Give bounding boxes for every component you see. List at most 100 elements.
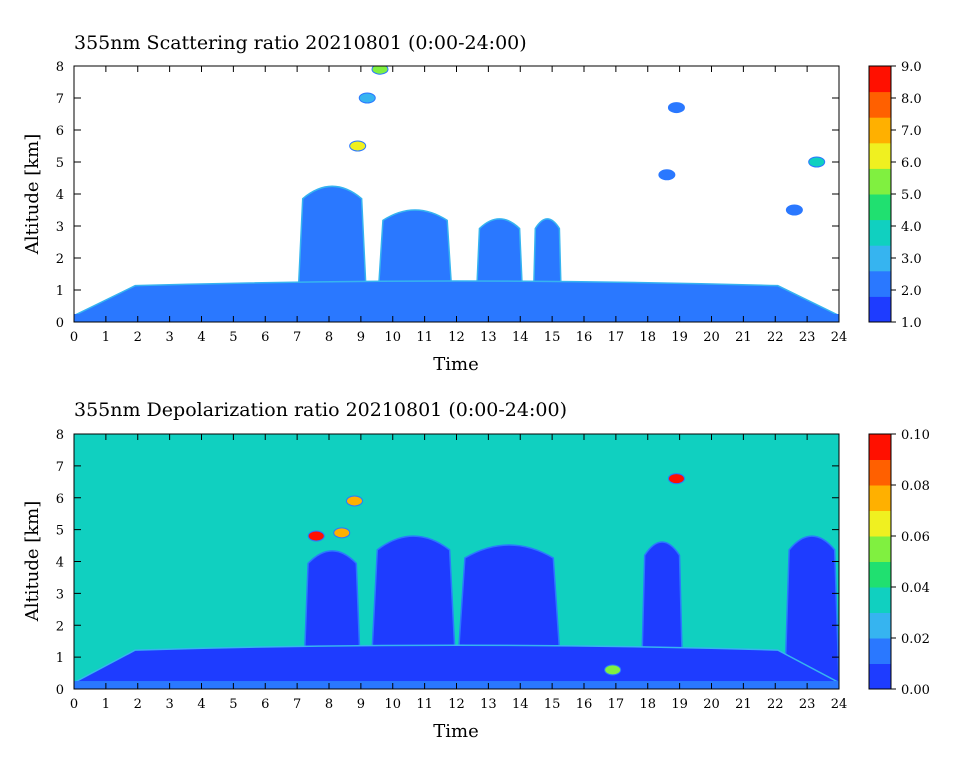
y-tick-label: 5 — [56, 524, 64, 539]
aerosol-feature — [808, 156, 826, 168]
cloud-layer — [74, 280, 839, 317]
colorbar-tick-label: 5.0 — [901, 188, 922, 203]
colorbar-segment — [869, 561, 891, 588]
colorbar-segment — [869, 485, 891, 511]
x-tick-label: 2 — [134, 697, 142, 712]
colorbar-segment — [869, 510, 891, 537]
colorbar-segment — [869, 612, 891, 639]
y-tick-label: 1 — [56, 651, 64, 666]
x-tick-label: 17 — [608, 697, 625, 712]
x-tick-label: 16 — [576, 697, 593, 712]
x-tick-label: 23 — [799, 697, 816, 712]
y-tick-label: 2 — [56, 619, 64, 634]
colorbar-tick-label: 9.0 — [901, 60, 922, 75]
y-tick-label: 7 — [56, 460, 64, 475]
y-tick-label: 1 — [56, 284, 64, 299]
y-tick-label: 6 — [56, 124, 64, 139]
colorbar-segment — [869, 587, 891, 613]
colorbar-tick-label: 2.0 — [901, 284, 922, 299]
colorbar-tick-label: 1.0 — [901, 316, 922, 331]
x-tick-label: 9 — [357, 697, 365, 712]
aerosol-feature — [307, 530, 325, 542]
colorbar-tick-label: 0.00 — [901, 683, 930, 698]
aerosol-feature — [604, 664, 622, 676]
aerosol-feature — [358, 92, 376, 104]
x-tick-label: 20 — [703, 330, 720, 345]
colorbar-segment — [869, 219, 891, 246]
cloud-layer — [74, 644, 839, 684]
x-tick-label: 14 — [512, 697, 529, 712]
x-tick-label: 14 — [512, 330, 529, 345]
x-tick-label: 24 — [831, 330, 848, 345]
cloud-layer — [784, 535, 839, 684]
colorbar-segment — [869, 91, 891, 118]
colorbar-tick-label: 7.0 — [901, 124, 922, 139]
colorbar-segment — [869, 459, 891, 486]
colorbar: 1.0 2.0 3.0 4.0 5.0 6.0 7.0 8.0 9.0 — [868, 60, 922, 331]
aerosol-feature — [667, 102, 685, 114]
x-tick-label: 7 — [293, 697, 301, 712]
x-axis-label: Time — [433, 354, 478, 375]
y-tick-label: 2 — [56, 252, 64, 267]
x-tick-label: 12 — [448, 697, 465, 712]
x-tick-label: 6 — [261, 697, 269, 712]
scattering-ratio-panel: 355nm Scattering ratio 20210801 (0:00-24… — [22, 32, 922, 375]
colorbar-segment — [869, 434, 891, 460]
x-tick-label: 4 — [197, 697, 205, 712]
x-tick-label: 19 — [671, 330, 688, 345]
y-tick-label: 6 — [56, 492, 64, 507]
colorbar-tick-label: 0.10 — [901, 428, 930, 443]
aerosol-feature — [333, 527, 351, 539]
x-tick-label: 3 — [165, 697, 173, 712]
x-tick-label: 3 — [165, 330, 173, 345]
colorbar-segment — [869, 245, 891, 272]
y-tick-label: 4 — [56, 556, 64, 571]
x-tick-label: 21 — [735, 330, 752, 345]
x-tick-label: 1 — [102, 697, 110, 712]
colorbar-segment — [869, 142, 891, 169]
axes: 0 1 2 3 4 5 6 7 8 9 10 11 12 13 14 15 16 17 18 19 20 21 22 23 24… — [56, 428, 848, 712]
y-tick-label: 0 — [56, 683, 64, 698]
x-tick-label: 0 — [70, 330, 78, 345]
colorbar-tick-label: 0.06 — [901, 530, 930, 545]
y-tick-label: 8 — [56, 428, 64, 443]
aerosol-feature — [349, 140, 367, 152]
aerosol-feature — [658, 169, 676, 181]
x-tick-label: 16 — [576, 330, 593, 345]
colorbar-tick-label: 0.02 — [901, 632, 930, 647]
axes: 0 1 2 3 4 5 6 7 8 9 10 11 12 13 14 15 16 17 18 19 20 21 22 23 24… — [56, 60, 848, 345]
x-tick-label: 8 — [325, 697, 333, 712]
colorbar-segment — [869, 536, 891, 562]
y-axis-label: Altitude [km] — [22, 501, 43, 623]
x-tick-label: 0 — [70, 697, 78, 712]
aerosol-feature — [371, 66, 389, 75]
colorbar-tick-label: 0.08 — [901, 479, 930, 494]
x-tick-label: 18 — [639, 697, 656, 712]
x-tick-label: 15 — [544, 330, 561, 345]
x-tick-label: 5 — [229, 697, 237, 712]
colorbar: 0.00 0.02 0.04 0.06 0.08 0.10 — [868, 428, 930, 698]
x-tick-label: 7 — [293, 330, 301, 345]
colorbar-tick-label: 3.0 — [901, 252, 922, 267]
x-tick-label: 13 — [480, 697, 497, 712]
colorbar-tick-label: 6.0 — [901, 156, 922, 171]
aerosol-feature — [667, 473, 685, 485]
colorbar-tick-label: 4.0 — [901, 220, 922, 235]
colorbar-segment — [869, 270, 891, 297]
y-tick-label: 4 — [56, 188, 64, 203]
y-tick-label: 8 — [56, 60, 64, 75]
colorbar-segment — [869, 296, 891, 323]
depolarization-ratio-panel: 355nm Depolarization ratio 20210801 (0:0… — [22, 399, 930, 742]
y-tick-label: 3 — [56, 587, 64, 602]
x-tick-label: 20 — [703, 697, 720, 712]
x-tick-label: 6 — [261, 330, 269, 345]
x-tick-label: 17 — [608, 330, 625, 345]
colorbar-segment — [869, 66, 891, 93]
x-tick-label: 10 — [384, 330, 401, 345]
colorbar-segment — [869, 194, 891, 221]
x-tick-label: 5 — [229, 330, 237, 345]
x-tick-label: 4 — [197, 330, 205, 345]
y-tick-label: 0 — [56, 316, 64, 331]
x-tick-label: 19 — [671, 697, 688, 712]
